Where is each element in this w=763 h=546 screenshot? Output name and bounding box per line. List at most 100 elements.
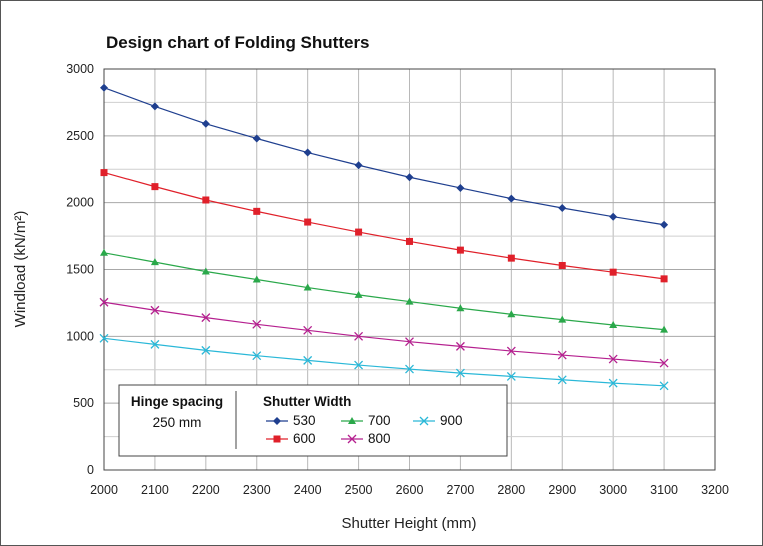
data-point-530 — [660, 220, 669, 229]
data-point-530 — [201, 119, 210, 128]
data-point-900 — [608, 378, 618, 388]
tick-labels: 2000 2100 2200 2300 2400 2500 2600 2700 2800 2900… — [66, 62, 729, 497]
plot-area — [103, 68, 716, 471]
data-point-700 — [507, 310, 516, 318]
series-line-800 — [103, 301, 665, 364]
data-point-530 — [558, 204, 567, 213]
x-tick-label: 2000 — [90, 483, 118, 497]
data-point-600 — [355, 228, 363, 236]
data-point-530 — [456, 183, 465, 192]
data-point-600 — [202, 196, 210, 204]
x-tick-label: 2500 — [345, 483, 373, 497]
data-point-530 — [354, 161, 363, 170]
legend-width-title: Shutter Width — [263, 394, 351, 409]
data-point-530 — [100, 83, 108, 92]
series-line-900 — [103, 337, 665, 387]
x-tick-label: 2800 — [497, 483, 525, 497]
data-point-900 — [557, 375, 567, 385]
data-point-530 — [150, 102, 159, 111]
data-point-900 — [506, 371, 516, 381]
legend-swatch-marker — [347, 434, 357, 444]
data-point-800 — [608, 354, 618, 364]
x-tick-label: 2200 — [192, 483, 220, 497]
x-axis-label: Shutter Height (mm) — [341, 515, 476, 532]
legend-swatch-marker — [273, 417, 281, 425]
data-point-900 — [659, 381, 669, 391]
legend-swatch-marker — [419, 416, 429, 426]
series-800 — [99, 297, 669, 368]
legend-entry-800: 800 — [341, 431, 391, 446]
series-900 — [99, 333, 669, 391]
data-point-900 — [354, 360, 364, 370]
legend-box — [118, 384, 508, 457]
data-point-700 — [100, 248, 108, 256]
x-tick-label: 3100 — [650, 483, 678, 497]
data-point-600 — [304, 218, 312, 226]
data-point-900 — [405, 364, 414, 374]
data-point-700 — [609, 320, 618, 328]
legend-swatch-marker — [273, 435, 281, 443]
data-point-600 — [558, 261, 566, 269]
data-point-700 — [252, 275, 261, 283]
data-point-900 — [99, 333, 109, 343]
legend-swatch-marker — [348, 417, 356, 424]
data-point-900 — [150, 339, 160, 349]
legend-label-700: 700 — [368, 413, 391, 428]
x-tick-label: 2100 — [141, 483, 169, 497]
data-point-800 — [303, 325, 313, 335]
series-line-700 — [103, 252, 665, 331]
data-point-700 — [660, 325, 669, 333]
data-point-800 — [354, 331, 364, 341]
data-point-800 — [455, 341, 465, 351]
data-point-700 — [558, 315, 567, 323]
legend-label-900: 900 — [440, 413, 463, 428]
data-point-530 — [507, 194, 516, 203]
legend-label-530: 530 — [293, 413, 316, 428]
data-point-800 — [506, 346, 516, 356]
data-point-900 — [201, 345, 211, 355]
data-point-530 — [303, 148, 312, 157]
data-point-600 — [151, 183, 159, 191]
data-point-800 — [252, 319, 262, 329]
data-point-600 — [100, 169, 108, 177]
data-point-600 — [456, 246, 464, 254]
data-point-530 — [252, 134, 261, 143]
legend-entry-530: 530 — [266, 413, 316, 428]
x-tick-label: 3000 — [599, 483, 627, 497]
legend-hinge-title: Hinge spacing — [131, 394, 223, 409]
data-point-600 — [253, 207, 261, 215]
x-tick-label: 2900 — [548, 483, 576, 497]
y-tick-label: 1500 — [66, 263, 94, 277]
series-group — [99, 83, 669, 391]
y-tick-label: 1000 — [66, 329, 94, 343]
data-point-700 — [303, 283, 312, 291]
data-point-800 — [150, 305, 160, 315]
chart-title: Design chart of Folding Shutters — [106, 33, 370, 52]
data-point-600 — [660, 275, 668, 283]
series-530 — [100, 83, 669, 229]
x-tick-label: 3200 — [701, 483, 729, 497]
series-line-530 — [103, 87, 665, 226]
legend-label-800: 800 — [368, 431, 391, 446]
y-tick-label: 500 — [73, 396, 94, 410]
y-axis-label: Windload (kN/m²) — [12, 211, 29, 328]
data-point-800 — [659, 358, 669, 368]
data-point-700 — [354, 290, 363, 298]
x-tick-label: 2300 — [243, 483, 271, 497]
legend: Hinge spacing 250 mm Shutter Width 530 60… — [118, 384, 508, 457]
data-point-800 — [99, 297, 109, 307]
data-point-900 — [252, 351, 262, 361]
legend-entry-700: 700 — [341, 413, 391, 428]
legend-entries: 530 600 700 800 900 — [266, 413, 463, 446]
data-point-700 — [405, 297, 414, 305]
data-point-530 — [405, 173, 414, 182]
data-point-600 — [609, 268, 617, 276]
data-point-700 — [456, 304, 465, 312]
series-700 — [100, 248, 669, 333]
y-tick-label: 3000 — [66, 62, 94, 76]
y-tick-label: 2500 — [66, 129, 94, 143]
data-point-900 — [303, 355, 313, 365]
data-point-700 — [201, 267, 210, 275]
y-tick-label: 0 — [87, 463, 94, 477]
